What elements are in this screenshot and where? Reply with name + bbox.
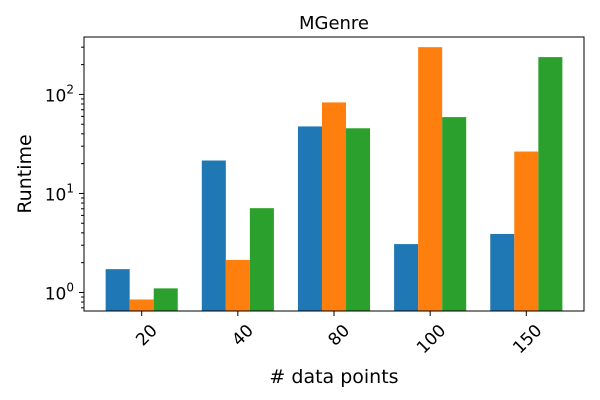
y-tick-label: 101 xyxy=(45,181,74,205)
x-ticks-group: 20 40 80 100 150 xyxy=(132,311,546,358)
y-tick-label: 102 xyxy=(45,82,74,106)
x-tick-label: 20 xyxy=(132,321,161,350)
bar-series-3-20 xyxy=(153,288,178,311)
bar-series-1-100 xyxy=(394,244,419,311)
y-tick-label: 100 xyxy=(45,280,74,304)
x-tick-label: 100 xyxy=(413,321,450,358)
bar-series-3-100 xyxy=(442,117,467,311)
bar-series-1-40 xyxy=(201,160,226,311)
bar-series-2-40 xyxy=(225,259,250,311)
bar-series-3-40 xyxy=(249,208,274,311)
bar-series-2-20 xyxy=(129,299,154,311)
bar-series-1-20 xyxy=(105,269,130,311)
plot-frame xyxy=(83,36,585,312)
y-axis-label: Runtime xyxy=(14,134,36,213)
chart-title: MGenre xyxy=(299,13,369,34)
x-tick-label: 150 xyxy=(509,321,546,358)
bar-series-3-150 xyxy=(538,57,563,312)
x-tick-label: 80 xyxy=(325,321,354,350)
bar-series-2-100 xyxy=(418,47,443,312)
bar-series-2-80 xyxy=(321,102,347,312)
x-axis-label: # data points xyxy=(269,366,398,388)
bar-series-3-80 xyxy=(346,128,371,311)
bars-group xyxy=(105,47,563,312)
x-tick-label: 40 xyxy=(228,321,257,350)
bar-series-2-150 xyxy=(514,151,539,311)
y-ticks-group: 100 101 102 xyxy=(45,46,84,309)
bar-series-1-80 xyxy=(297,126,322,312)
bar-series-1-150 xyxy=(490,233,515,311)
